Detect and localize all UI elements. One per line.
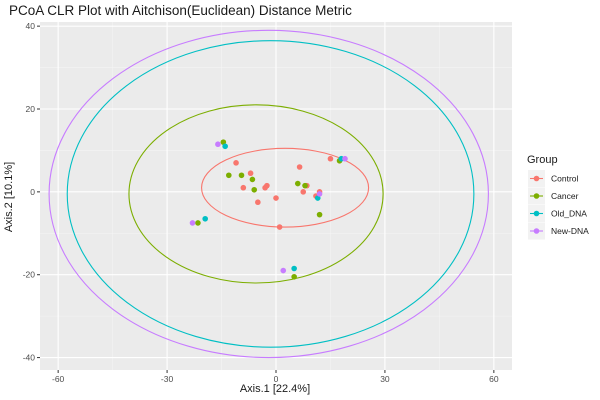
point-control: [296, 164, 303, 170]
point-control: [300, 189, 307, 195]
ellipse-cancer: [128, 104, 384, 284]
point-cancer: [302, 182, 308, 189]
point-new-dna: [215, 141, 221, 148]
legend-label-old-dna: Old_DNA: [551, 209, 587, 219]
ellipse-old-dna: [66, 40, 475, 348]
legend-key-new-dna: [528, 222, 545, 240]
x-tick-label: 30: [380, 374, 390, 384]
point-cancer: [195, 220, 201, 226]
point-control: [276, 224, 283, 230]
x-axis-title: Axis.1 [22.4%]: [240, 383, 310, 395]
point-cancer: [249, 176, 256, 183]
legend: Group Control Cancer Old_DNA New-DNA: [527, 154, 589, 240]
legend-key-point: [533, 193, 540, 199]
point-new-dna: [342, 155, 348, 162]
point-cancer: [291, 273, 297, 280]
legend-key-point: [533, 228, 540, 234]
plot-panel: [40, 22, 512, 370]
point-control: [273, 195, 279, 201]
x-axis: -60 -30 0 30 60: [52, 370, 499, 384]
point-cancer: [316, 211, 323, 218]
y-axis: -40 -20 0 20 40: [23, 21, 40, 363]
legend-key-point: [533, 210, 540, 217]
point-old-dna: [202, 215, 208, 222]
ellipse-new-dna: [48, 29, 489, 359]
point-control: [264, 182, 270, 189]
point-old-dna: [222, 143, 228, 150]
x-tick-label: 0: [274, 374, 279, 384]
y-tick-label: 40: [26, 21, 36, 31]
point-cancer: [226, 172, 232, 179]
legend-key-point: [533, 175, 540, 182]
point-cancer: [238, 172, 245, 179]
point-new-dna: [189, 220, 196, 226]
point-control: [233, 160, 239, 166]
legend-key-control: [528, 170, 545, 187]
ellipse-control: [201, 147, 370, 228]
legend-key-cancer: [528, 187, 545, 205]
y-tick-label: -40: [23, 353, 36, 363]
legend-title: Group: [527, 154, 558, 166]
point-cancer: [251, 186, 258, 193]
point-old-dna: [291, 265, 297, 272]
point-control: [247, 170, 254, 177]
point-new-dna: [316, 191, 323, 197]
point-control: [255, 199, 261, 206]
chart-title: PCoA CLR Plot with Aitchison(Euclidean) …: [9, 3, 352, 18]
point-cancer: [294, 180, 301, 187]
legend-key-old-dna: [528, 205, 545, 222]
point-control: [240, 184, 247, 191]
point-new-dna: [280, 267, 287, 274]
x-tick-label: 60: [489, 374, 499, 384]
y-tick-label: 0: [30, 187, 35, 197]
y-axis-title: Axis.2 [10.1%]: [3, 162, 15, 232]
legend-label-control: Control: [551, 174, 579, 184]
legend-label-cancer: Cancer: [551, 191, 579, 201]
point-control: [327, 155, 334, 162]
legend-label-new-dna: New-DNA: [551, 226, 589, 236]
y-tick-label: 20: [26, 104, 36, 114]
x-tick-label: -30: [161, 374, 174, 384]
x-tick-label: -60: [52, 374, 65, 384]
y-tick-label: -20: [23, 270, 36, 280]
